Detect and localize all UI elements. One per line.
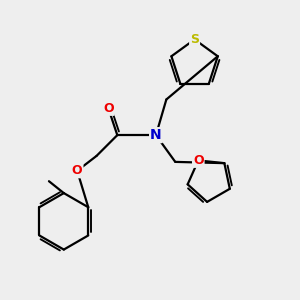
Text: N: N: [150, 128, 162, 142]
Text: O: O: [193, 154, 204, 167]
Text: S: S: [190, 33, 199, 46]
Text: O: O: [72, 164, 83, 177]
Text: O: O: [103, 102, 114, 115]
